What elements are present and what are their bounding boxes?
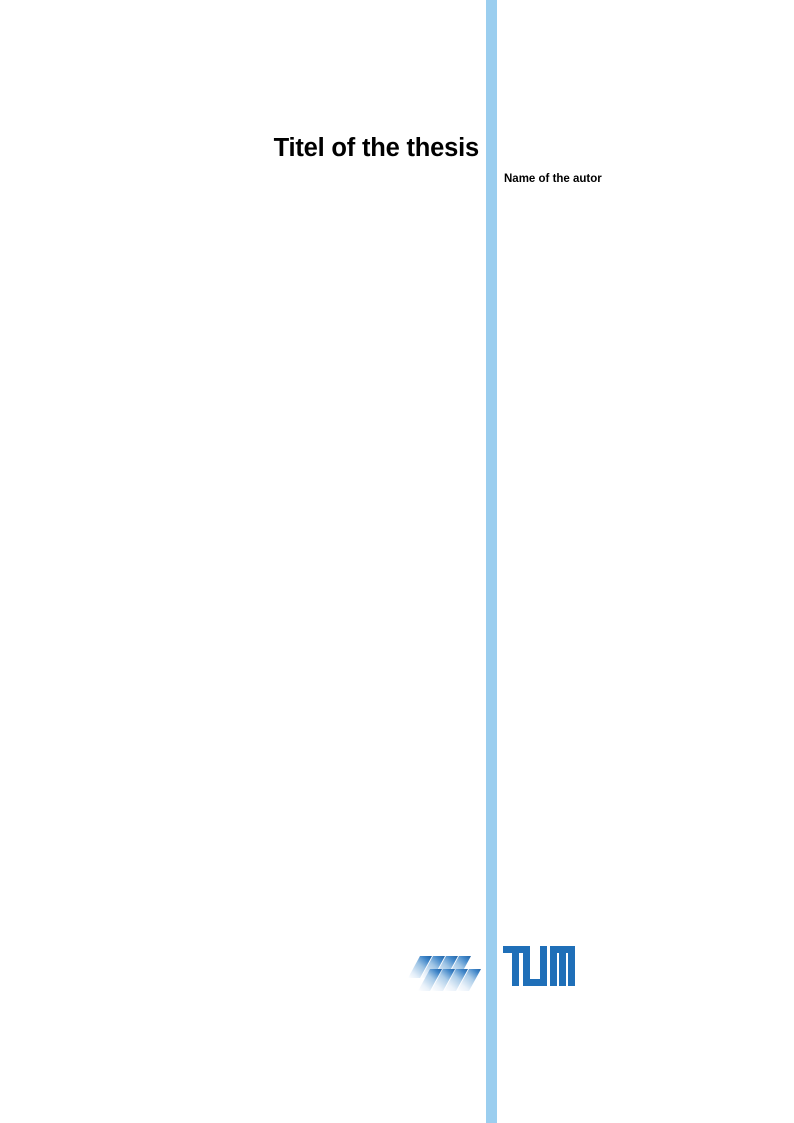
tum-logo — [0, 930, 794, 1000]
brand-stripe — [486, 0, 497, 1123]
title-block: Titel of the thesis — [60, 133, 480, 163]
tum-gradient-rhombus-mark-icon — [406, 934, 482, 994]
tum-wordmark-icon — [503, 946, 575, 986]
page-title: Titel of the thesis — [273, 134, 480, 162]
author-name: Name of the autor — [504, 173, 602, 185]
author-block: Name of the autor — [504, 171, 764, 187]
